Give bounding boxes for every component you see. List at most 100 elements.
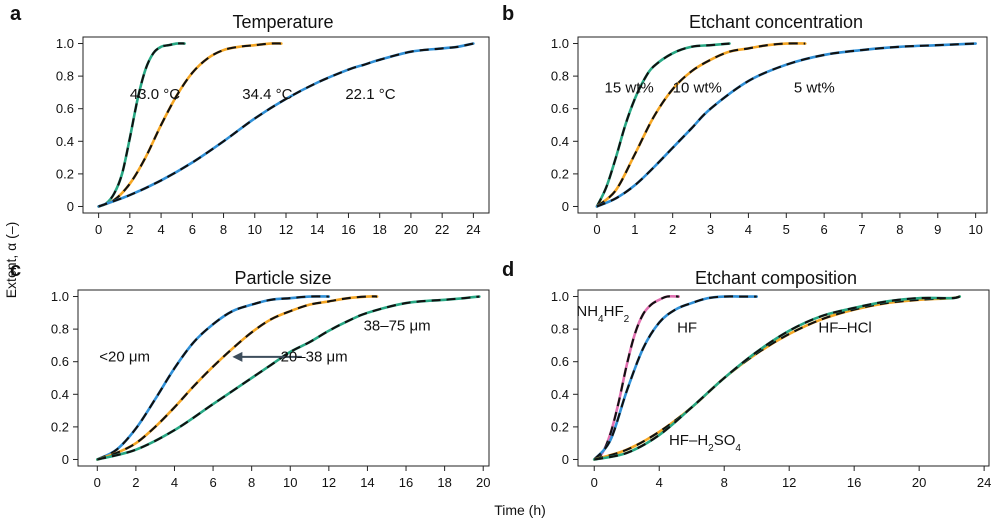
fit-line-d-1 — [593, 295, 757, 461]
x-tick-label-d-5: 20 — [912, 475, 926, 490]
x-tick-label-d-3: 12 — [782, 475, 796, 490]
series-label-b-2: 5 wt% — [794, 79, 835, 96]
y-tick-label-c-2: 0.4 — [51, 387, 69, 402]
panel-letter-b: b — [502, 3, 514, 25]
fit-line-b-1 — [596, 42, 806, 208]
y-tick-label-c-3: 0.6 — [51, 354, 69, 369]
x-tick-label-d-0: 0 — [591, 475, 598, 490]
x-tick-label-c-9: 18 — [437, 475, 451, 490]
panel-c: c Particle size 0 0.2 0.4 0.6 0.8 1.0 0 2 4 6 8 10 12 1… — [10, 259, 490, 490]
fit-line-d-2 — [593, 295, 961, 461]
panel-letter-a: a — [10, 3, 22, 25]
panel-letter-c: c — [10, 259, 21, 281]
panel-letter-d: d — [502, 259, 514, 281]
series-line-a-0 — [97, 42, 186, 208]
x-tick-label-c-7: 14 — [360, 475, 374, 490]
x-tick-label-b-10: 10 — [968, 222, 982, 237]
x-tick-label-a-6: 12 — [279, 222, 293, 237]
x-tick-label-d-1: 4 — [656, 475, 663, 490]
y-tick-label-a-5: 1.0 — [56, 36, 74, 51]
series-label-a-0: 43.0 °C — [130, 86, 180, 103]
plot-frame-a — [82, 36, 490, 214]
fit-line-a-1 — [98, 42, 282, 208]
series-label-d-0: NH4HF2 — [576, 303, 629, 325]
fit-line-c-1 — [96, 295, 378, 461]
x-tick-label-c-6: 12 — [322, 475, 336, 490]
plot-frame-d — [577, 289, 990, 467]
series-label-a-2: 22.1 °C — [345, 86, 395, 103]
x-axis-label: Time (h) — [494, 502, 546, 518]
series-line-c-0 — [96, 295, 331, 461]
y-tick-label-c-5: 1.0 — [51, 289, 69, 304]
y-tick-label-d-3: 0.6 — [551, 354, 569, 369]
y-tick-label-b-0: 0 — [562, 199, 569, 214]
series-label-c-2: 38–75 μm — [364, 318, 431, 335]
x-tick-label-b-4: 4 — [745, 222, 752, 237]
x-tick-label-c-3: 6 — [209, 475, 216, 490]
x-tick-label-a-1: 2 — [126, 222, 133, 237]
y-tick-label-c-0: 0 — [62, 452, 69, 467]
y-tick-label-b-1: 0.2 — [551, 166, 569, 181]
series-label-d-3: HF–H2SO4 — [669, 432, 741, 454]
y-tick-label-b-2: 0.4 — [551, 134, 569, 149]
y-tick-label-d-1: 0.2 — [551, 419, 569, 434]
y-tick-label-c-1: 0.2 — [51, 419, 69, 434]
x-tick-label-b-9: 9 — [934, 222, 941, 237]
x-tick-label-d-2: 8 — [721, 475, 728, 490]
series-label-d-2: HF–HCl — [818, 319, 871, 336]
y-tick-label-a-2: 0.4 — [56, 134, 74, 149]
y-tick-label-b-4: 0.8 — [551, 69, 569, 84]
y-tick-label-d-0: 0 — [562, 452, 569, 467]
fit-line-c-0 — [96, 295, 329, 461]
series-line-d-2 — [592, 295, 962, 461]
x-tick-label-b-1: 1 — [631, 222, 638, 237]
y-tick-label-b-3: 0.6 — [551, 101, 569, 116]
series-label-b-0: 15 wt% — [605, 79, 654, 96]
x-tick-label-a-8: 16 — [341, 222, 355, 237]
y-tick-label-d-2: 0.4 — [551, 387, 569, 402]
panel-title-d: Etchant composition — [695, 268, 857, 288]
x-tick-label-b-5: 5 — [783, 222, 790, 237]
fit-line-a-0 — [98, 42, 185, 208]
x-tick-label-d-4: 16 — [847, 475, 861, 490]
x-tick-label-b-7: 7 — [858, 222, 865, 237]
series-line-a-2 — [97, 42, 475, 208]
y-tick-label-a-3: 0.6 — [56, 101, 74, 116]
x-tick-label-c-5: 10 — [283, 475, 297, 490]
x-tick-label-c-8: 16 — [399, 475, 413, 490]
x-tick-label-c-0: 0 — [94, 475, 101, 490]
y-tick-label-a-0: 0 — [67, 199, 74, 214]
arrow-head — [232, 351, 243, 362]
x-tick-label-a-2: 4 — [157, 222, 164, 237]
series-label-c-1: 20–38 μm — [281, 349, 348, 366]
panel-d: d Etchant composition 0 0.2 0.4 0.6 0.8 1.0 0 4 8 1… — [502, 259, 991, 490]
panel-title-b: Etchant concentration — [689, 12, 863, 32]
series-label-c-0: <20 μm — [99, 349, 150, 366]
panel-title-a: Temperature — [232, 12, 333, 32]
fit-line-a-2 — [98, 42, 474, 208]
series-label-d-1: HF — [677, 319, 697, 336]
x-tick-label-b-3: 3 — [707, 222, 714, 237]
panel-title-c: Particle size — [234, 268, 331, 288]
series-line-d-3 — [592, 295, 962, 461]
y-tick-label-d-4: 0.8 — [551, 322, 569, 337]
series-label-a-1: 34.4 °C — [242, 86, 292, 103]
x-tick-label-a-12: 24 — [466, 222, 480, 237]
series-line-c-1 — [96, 295, 379, 461]
fit-line-c-2 — [97, 295, 480, 461]
x-tick-label-a-4: 8 — [220, 222, 227, 237]
panel-b: b Etchant concentration 0 0.2 0.4 0.6 0.8 1.0 0 1… — [502, 3, 988, 237]
x-tick-label-c-10: 20 — [476, 475, 490, 490]
x-tick-label-a-0: 0 — [95, 222, 102, 237]
x-tick-label-b-8: 8 — [896, 222, 903, 237]
fit-line-b-2 — [596, 42, 976, 208]
series-line-b-0 — [595, 42, 731, 208]
fit-line-d-3 — [594, 295, 961, 461]
series-line-d-0 — [592, 294, 681, 461]
x-tick-label-a-11: 22 — [435, 222, 449, 237]
y-tick-label-c-4: 0.8 — [51, 322, 69, 337]
series-line-a-1 — [97, 42, 283, 208]
y-tick-label-d-5: 1.0 — [551, 289, 569, 304]
x-tick-label-a-9: 18 — [372, 222, 386, 237]
